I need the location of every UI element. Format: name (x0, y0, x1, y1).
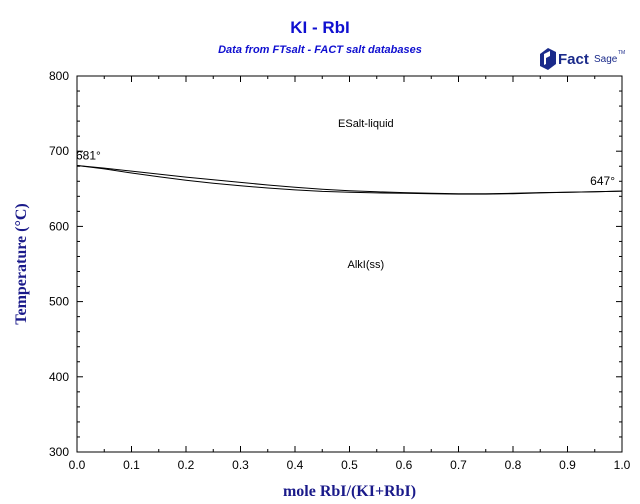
x-tick-label: 0.8 (505, 458, 522, 472)
x-axis-title: mole RbI/(KI+RbI) (283, 483, 416, 500)
solidus-line (76, 165, 623, 195)
svg-text:TM: TM (618, 50, 625, 56)
y-tick-label: 500 (49, 295, 69, 309)
y-axis-title: Temperature (°C) (13, 203, 30, 324)
region-label: ESalt-liquid (338, 118, 394, 130)
x-tick-label: 0.5 (341, 458, 358, 472)
temperature-annotation: 681° (76, 148, 101, 162)
x-tick-label: 0.9 (559, 458, 576, 472)
x-tick-label: 0.1 (123, 458, 140, 472)
x-tick-label: 0.0 (69, 458, 86, 472)
chart-subtitle: Data from FTsalt - FACT salt databases (218, 44, 422, 56)
x-tick-label: 0.3 (232, 458, 249, 472)
y-tick-label: 600 (49, 219, 69, 233)
y-tick-label: 400 (49, 370, 69, 384)
liquidus-line (76, 165, 623, 195)
y-tick-label: 800 (49, 69, 69, 83)
x-tick-label: 0.7 (450, 458, 467, 472)
svg-text:Sage: Sage (594, 54, 618, 65)
x-tick-label: 0.6 (396, 458, 413, 472)
svg-text:Fact: Fact (558, 51, 589, 68)
temperature-annotation: 647° (590, 174, 615, 188)
y-tick-label: 300 (49, 445, 69, 459)
y-tick-label: 700 (49, 144, 69, 158)
chart-title: KI - RbI (290, 18, 350, 37)
region-label: AlkI(ss) (348, 259, 385, 271)
x-tick-label: 1.0 (614, 458, 631, 472)
x-tick-label: 0.4 (287, 458, 304, 472)
x-tick-label: 0.2 (178, 458, 195, 472)
factsage-logo: Fact Sage TM (540, 48, 625, 70)
